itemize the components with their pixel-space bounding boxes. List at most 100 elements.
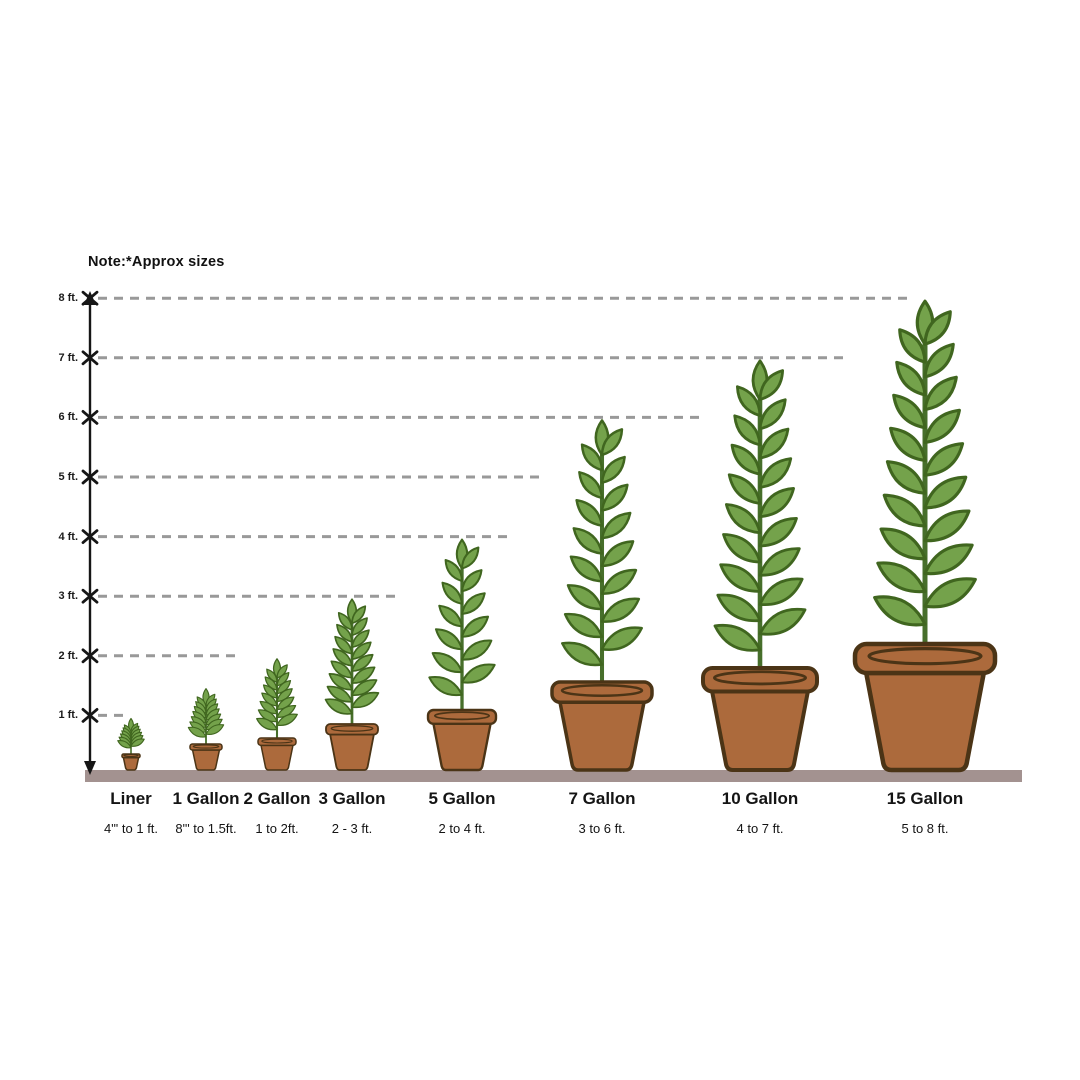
tick-marker-3ft: [81, 588, 99, 604]
height-range-label-3-gallon: 2 - 3 ft.: [331, 821, 373, 836]
pot: [852, 641, 998, 773]
y-tick-label-2ft: 2 ft.: [58, 649, 78, 662]
tick-marker-1ft: [81, 708, 99, 723]
leaves: [561, 419, 643, 667]
pot-opening: [261, 738, 293, 744]
leaf-icon: [276, 713, 298, 727]
leaf-icon: [733, 414, 762, 447]
leaf-icon: [460, 569, 483, 593]
y-axis: [81, 290, 99, 775]
leaf-icon: [351, 653, 374, 672]
leaves: [873, 299, 977, 627]
leaf-icon: [923, 342, 955, 379]
leaf-icon: [758, 547, 801, 577]
leaf-icon: [441, 581, 464, 605]
leaf-icon: [758, 427, 790, 460]
leaf-icon: [460, 639, 493, 661]
leaf-icon: [600, 540, 635, 568]
tick-marker-4ft: [81, 529, 99, 544]
category-label-3-gallon: 3 Gallon: [318, 789, 386, 808]
leaf-icon: [351, 605, 367, 625]
leaf-icon: [600, 626, 643, 651]
tick-marker-8ft: [81, 290, 99, 306]
axis-arrow-down-icon: [84, 761, 96, 775]
category-label-5-gallon: 5 Gallon: [428, 789, 496, 808]
leaf-icon: [351, 629, 370, 648]
pot-opening: [330, 725, 374, 732]
y-tick-label-6ft: 6 ft.: [58, 411, 78, 424]
pot: [550, 680, 654, 772]
leaf-icon: [873, 595, 927, 627]
pot: [701, 666, 819, 772]
leaf-icon: [569, 555, 604, 583]
pot-body: [260, 744, 294, 771]
leaf-icon: [882, 493, 927, 528]
leaf-icon: [130, 738, 145, 747]
leaf-icon: [923, 543, 974, 576]
leaves: [324, 598, 380, 715]
height-range-label-10-gallon: 4 to 7 ft.: [736, 821, 784, 836]
leaf-icon: [758, 369, 785, 401]
leaf-icon: [563, 612, 604, 639]
pot: [121, 753, 141, 771]
y-tick-label-5ft: 5 ft.: [58, 471, 78, 483]
leaf-icon: [885, 460, 927, 495]
leaf-icon: [923, 475, 968, 510]
leaf-icon: [895, 360, 927, 397]
leaf-icon: [351, 679, 378, 696]
leaf-icon: [600, 483, 629, 512]
leaf-icon: [575, 498, 604, 527]
leaf-icon: [460, 546, 480, 570]
approx-sizes-note: Note:*Approx sizes: [88, 254, 225, 270]
leaf-icon: [716, 593, 762, 623]
leaf-icon: [566, 584, 604, 611]
pot-body: [191, 749, 221, 771]
leaf-icon: [328, 673, 353, 691]
leaf-icon: [334, 635, 353, 655]
plant-7-gallon: [550, 419, 654, 772]
leaf-icon: [713, 623, 762, 652]
plant-15-gallon: [852, 299, 998, 773]
pot: [257, 737, 297, 771]
category-label-15-gallon: 15 Gallon: [886, 789, 964, 808]
leaf-icon: [332, 648, 353, 667]
leaf-icon: [923, 375, 958, 412]
leaf-icon: [719, 563, 762, 593]
pot-opening: [560, 684, 644, 697]
leaf-icon: [600, 597, 641, 623]
leaf-icon: [572, 527, 604, 555]
leaf-icon: [892, 393, 927, 430]
leaf-icon: [923, 310, 952, 346]
leaf-icon: [460, 592, 486, 616]
plant-10-gallon: [701, 359, 819, 772]
leaf-icon: [923, 577, 977, 609]
height-range-label-liner: 4"' to 1 ft.: [103, 821, 159, 836]
pot-opening: [123, 754, 139, 758]
leaf-icon: [758, 487, 796, 519]
leaf-icon: [561, 641, 604, 667]
leaf-icon: [923, 442, 965, 477]
plant-3-gallon: [324, 598, 380, 771]
leaves: [187, 688, 225, 738]
height-range-label-15-gallon: 5 to 8 ft.: [901, 821, 949, 836]
pot-opening: [867, 647, 983, 666]
tick-marker-5ft: [81, 469, 99, 485]
height-range-label-2-gallon: 1 to 2ft.: [255, 821, 299, 836]
leaf-icon: [428, 675, 464, 697]
leaf-icon: [351, 691, 380, 709]
leaf-icon: [326, 685, 353, 703]
leaf-icon: [434, 628, 464, 651]
leaf-icon: [889, 426, 927, 462]
leaf-icon: [324, 698, 353, 715]
leaf-icon: [580, 443, 604, 472]
leaf-icon: [923, 509, 971, 543]
leaf-icon: [722, 533, 762, 564]
leaves: [117, 717, 145, 749]
leaf-icon: [460, 663, 496, 684]
category-label-7-gallon: 7 Gallon: [568, 789, 636, 808]
y-tick-label-4ft: 4 ft.: [58, 530, 78, 543]
leaves: [713, 359, 807, 652]
leaf-icon: [879, 527, 927, 561]
pot-opening: [713, 670, 807, 686]
